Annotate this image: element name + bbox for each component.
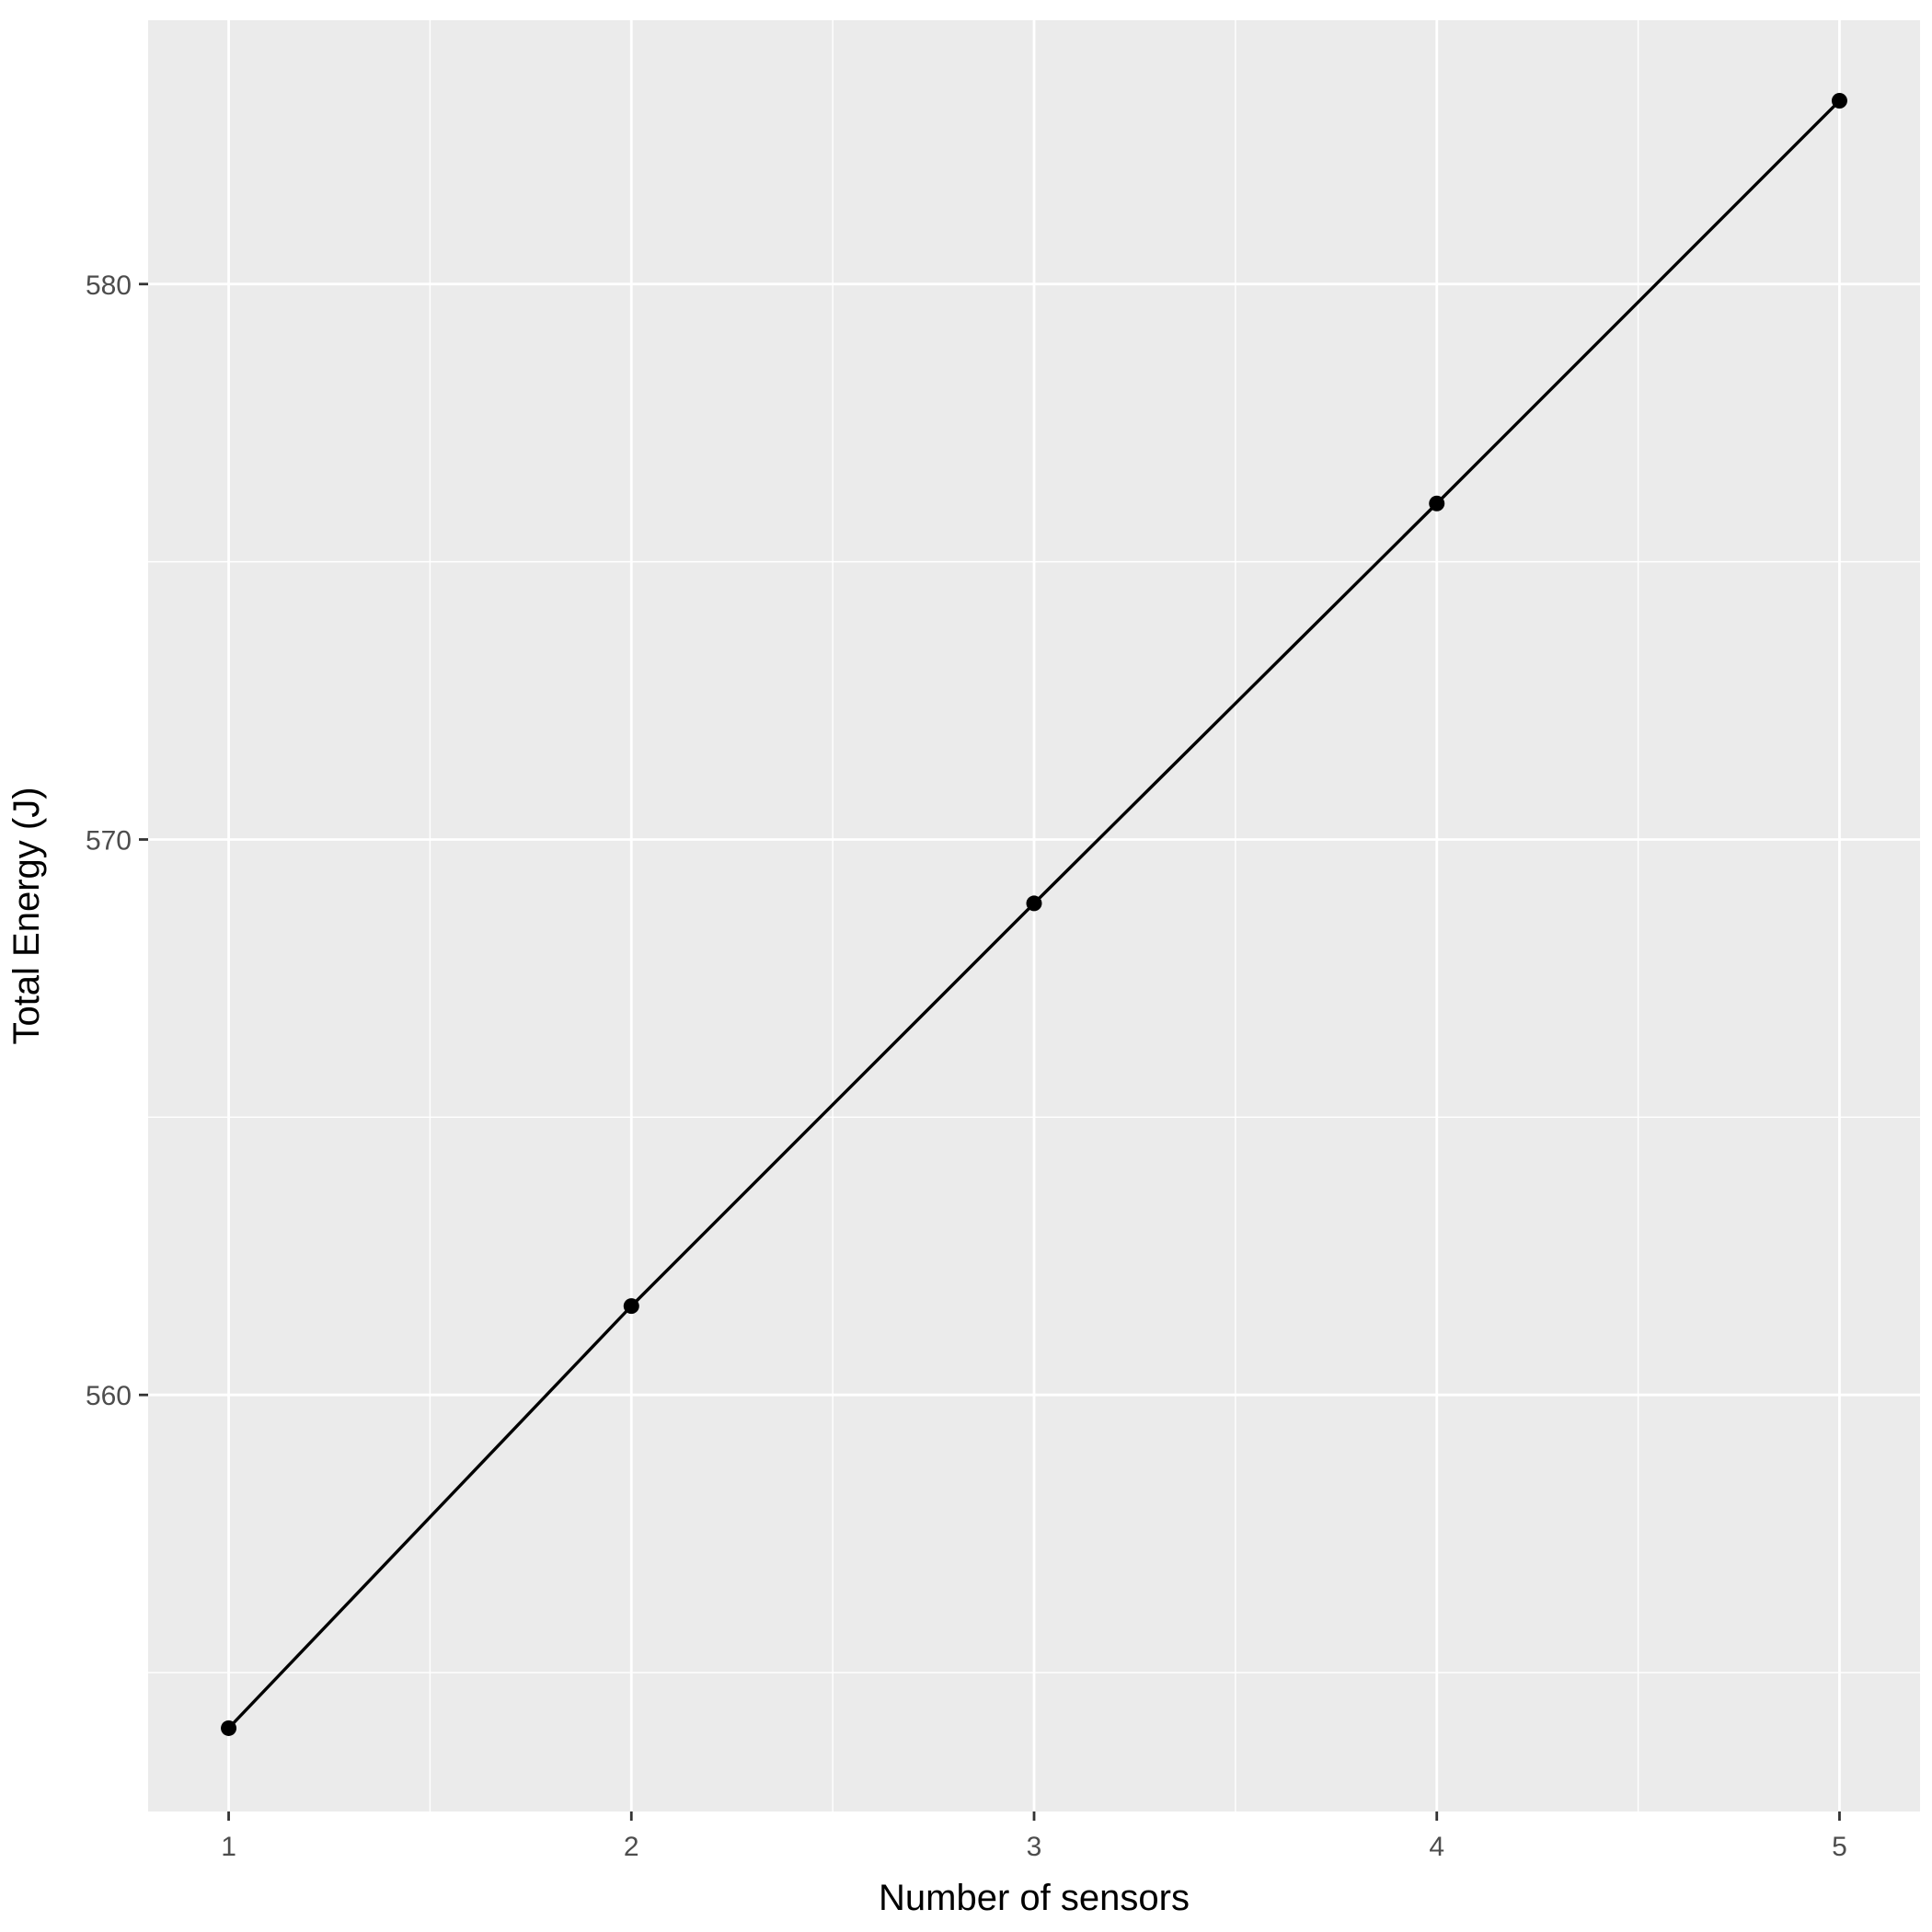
x-tick-label: 5 xyxy=(1832,1832,1847,1862)
x-tick-label: 4 xyxy=(1429,1832,1444,1862)
y-tick-label: 570 xyxy=(86,825,132,856)
data-point xyxy=(1026,895,1042,912)
data-point xyxy=(623,1298,639,1315)
tick-labels: 1 2 3 4 5 560 570 580 xyxy=(86,270,1847,1862)
data-point xyxy=(1429,495,1445,512)
x-axis-title: Number of sensors xyxy=(879,1878,1190,1918)
data-point xyxy=(221,1719,237,1736)
y-tick-label: 560 xyxy=(86,1381,132,1411)
data-point xyxy=(1831,93,1847,109)
y-axis-title: Total Energy (J) xyxy=(6,787,47,1044)
y-tick-label: 580 xyxy=(86,270,132,301)
series-layer xyxy=(221,93,1847,1736)
x-tick-label: 3 xyxy=(1027,1832,1042,1862)
major-gridlines xyxy=(148,20,1920,1811)
x-tick-label: 2 xyxy=(624,1832,639,1862)
x-tick-label: 1 xyxy=(221,1832,236,1862)
axis-ticks xyxy=(139,282,1841,1821)
